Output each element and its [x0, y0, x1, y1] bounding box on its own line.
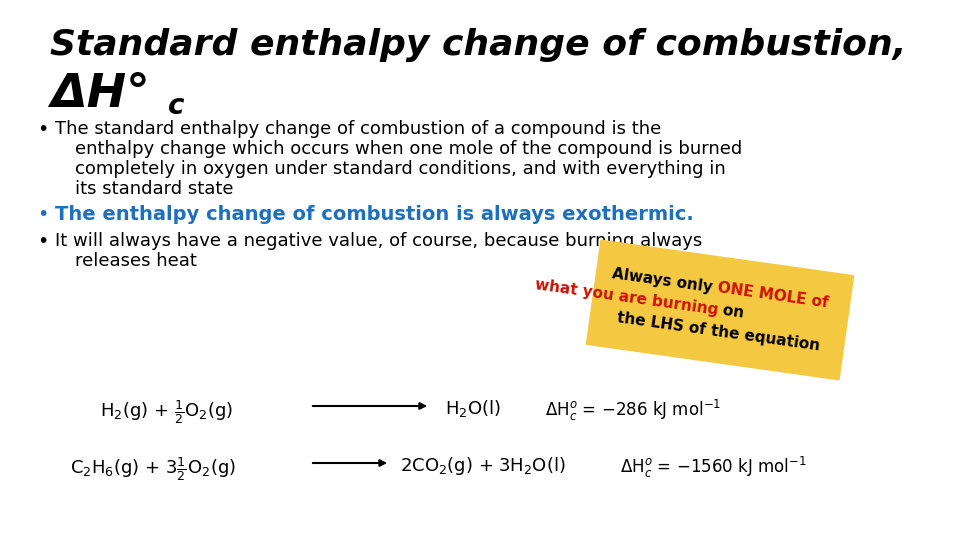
- FancyBboxPatch shape: [587, 240, 853, 380]
- Text: $\Delta$H$^o_c$ = $-$1560 kJ mol$^{-1}$: $\Delta$H$^o_c$ = $-$1560 kJ mol$^{-1}$: [620, 455, 806, 480]
- Text: Always only: Always only: [612, 266, 719, 295]
- Text: •: •: [37, 205, 48, 224]
- Text: completely in oxygen under standard conditions, and with everything in: completely in oxygen under standard cond…: [75, 160, 726, 178]
- Text: C$_2$H$_6$(g) + 3$\frac{1}{2}$O$_2$(g): C$_2$H$_6$(g) + 3$\frac{1}{2}$O$_2$(g): [70, 455, 236, 483]
- Text: 2CO$_2$(g) + 3H$_2$O(l): 2CO$_2$(g) + 3H$_2$O(l): [400, 455, 565, 477]
- Text: Standard enthalpy change of combustion,: Standard enthalpy change of combustion,: [50, 28, 906, 62]
- Text: on: on: [717, 302, 745, 321]
- Text: releases heat: releases heat: [75, 252, 197, 270]
- Text: ΔH°: ΔH°: [50, 72, 150, 117]
- Text: c: c: [168, 92, 184, 120]
- Text: $\Delta$H$^o_c$ = $-$286 kJ mol$^{-1}$: $\Delta$H$^o_c$ = $-$286 kJ mol$^{-1}$: [545, 398, 721, 423]
- Text: enthalpy change which occurs when one mole of the compound is burned: enthalpy change which occurs when one mo…: [75, 140, 742, 158]
- Text: •: •: [37, 120, 48, 139]
- Text: H$_2$O(l): H$_2$O(l): [445, 398, 501, 419]
- Text: the LHS of the equation: the LHS of the equation: [615, 310, 821, 354]
- Text: The standard enthalpy change of combustion of a compound is the: The standard enthalpy change of combusti…: [55, 120, 661, 138]
- Text: H$_2$(g) + $\frac{1}{2}$O$_2$(g): H$_2$(g) + $\frac{1}{2}$O$_2$(g): [100, 398, 233, 426]
- Text: what you are burning: what you are burning: [534, 277, 719, 318]
- Text: •: •: [37, 232, 48, 251]
- Text: its standard state: its standard state: [75, 180, 233, 198]
- Text: ONE MOLE of: ONE MOLE of: [717, 281, 829, 311]
- Text: It will always have a negative value, of course, because burning always: It will always have a negative value, of…: [55, 232, 703, 250]
- Text: The enthalpy change of combustion is always exothermic.: The enthalpy change of combustion is alw…: [55, 205, 694, 224]
